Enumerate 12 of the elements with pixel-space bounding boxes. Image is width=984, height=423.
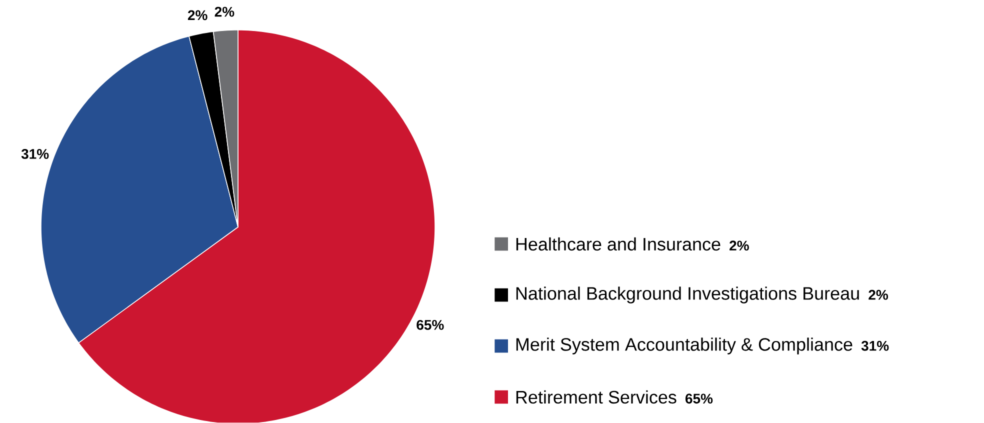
text: 2% [868, 290, 888, 300]
legend-label: National Background Investigations Bureau [516, 286, 859, 304]
text: 2% [730, 240, 749, 251]
text: 65% [685, 394, 713, 404]
legend-label: Merit System Accountability & Compliance [516, 338, 852, 355]
text: 31% [861, 341, 889, 351]
data-label: 65% [416, 320, 444, 330]
data-label: 2% [188, 10, 208, 20]
legend-label: Retirement Services [516, 390, 676, 404]
legend-label: Healthcare and Insurance [516, 238, 720, 251]
data-label: 31% [21, 149, 49, 160]
data-label: 2% [214, 6, 234, 17]
